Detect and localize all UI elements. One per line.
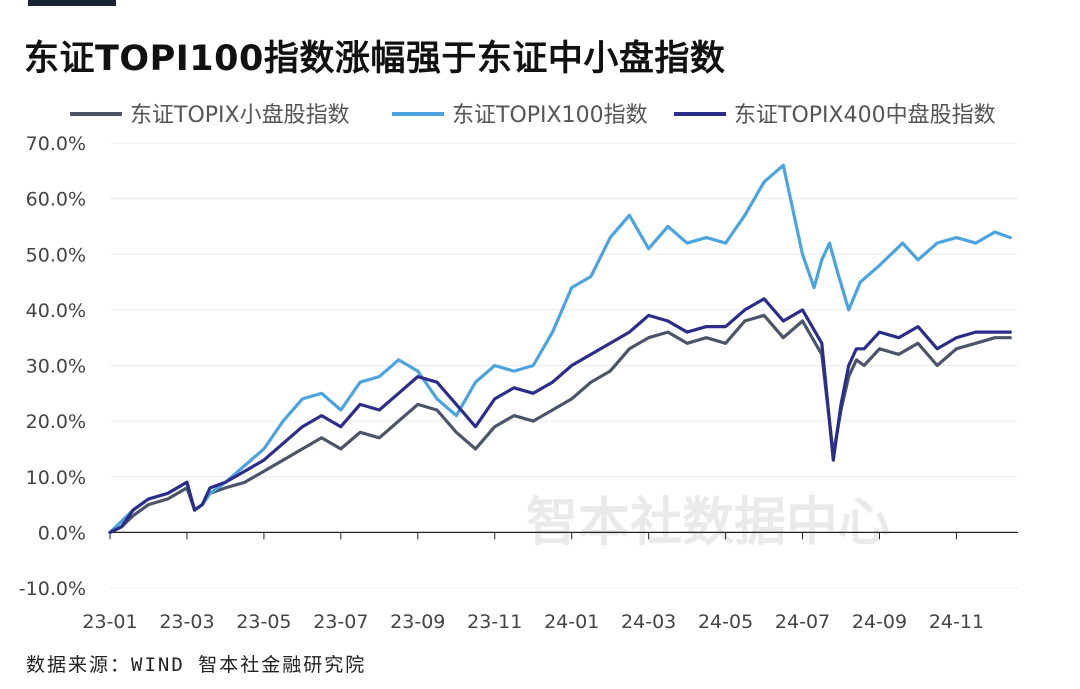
x-tick-label: 24-11 — [929, 611, 984, 633]
series-line-1 — [108, 313, 1012, 535]
legend-label: 东证TOPIX100指数 — [452, 103, 648, 128]
gridlines — [110, 142, 1018, 589]
legend: 东证TOPIX小盘股指数 东证TOPIX100指数 东证TOPIX400中盘股指数 — [70, 103, 996, 128]
x-tick-label: 23-05 — [236, 611, 291, 633]
series-line-3 — [108, 297, 1012, 535]
x-tick-label: 24-03 — [621, 611, 676, 633]
watermark: 智本社数据中心 — [526, 493, 890, 553]
y-tick-label: 70.0% — [26, 133, 86, 155]
x-tick-label: 23-01 — [82, 611, 137, 633]
source-note: 数据来源：WIND 智本社金融研究院 — [26, 654, 367, 676]
chart-title: 东证TOPI100指数涨幅强于东证中小盘指数 — [24, 39, 726, 79]
watermark-text: 智本社数据中心 — [526, 493, 890, 553]
x-tick-label: 23-07 — [313, 611, 368, 633]
title-accent-bar — [28, 0, 116, 6]
y-tick-label: -10.0% — [19, 578, 86, 600]
y-tick-label: 50.0% — [26, 244, 86, 266]
x-tick-label: 24-07 — [775, 611, 830, 633]
x-tick-label: 24-01 — [544, 611, 599, 633]
x-tick-label: 24-09 — [852, 611, 907, 633]
y-tick-label: 40.0% — [26, 300, 86, 322]
y-tick-label: 60.0% — [26, 189, 86, 211]
x-tick-label: 23-03 — [159, 611, 214, 633]
y-tick-label: 0.0% — [38, 522, 86, 544]
series-line-2 — [108, 163, 1012, 535]
x-tick-label: 23-09 — [390, 611, 445, 633]
y-tick-label: 10.0% — [26, 467, 86, 489]
y-tick-label: 20.0% — [26, 411, 86, 433]
x-tick-label: 23-11 — [467, 611, 522, 633]
series-lines — [108, 163, 1012, 535]
x-tick-label: 24-05 — [698, 611, 753, 633]
legend-label: 东证TOPIX小盘股指数 — [130, 103, 350, 128]
axes: 70.0% 60.0% 50.0% 40.0% 30.0% 20.0% 10.0% 0.0% -… — [19, 133, 1018, 633]
y-tick-label: 30.0% — [26, 356, 86, 378]
legend-label: 东证TOPIX400中盘股指数 — [734, 103, 996, 128]
